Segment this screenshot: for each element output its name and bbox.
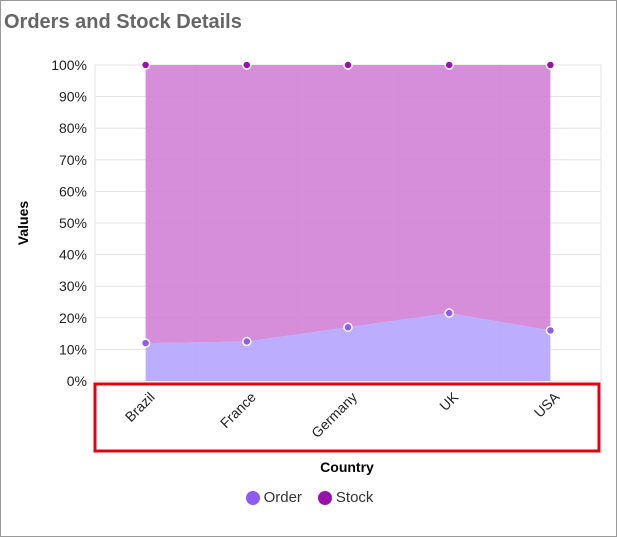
legend-item-stock[interactable]: Stock: [317, 489, 374, 506]
marker-order-uk[interactable]: [444, 308, 454, 318]
series-markers: [140, 60, 556, 348]
y-tick-label: 100%: [51, 57, 87, 73]
area-order[interactable]: [145, 313, 551, 381]
y-axis-ticks: 0% 10% 20% 30% 40% 50% 60% 70% 80% 90% 100%: [51, 57, 87, 389]
x-axis-highlight-box: [93, 382, 601, 453]
y-tick-label: 50%: [59, 215, 87, 231]
area-stock[interactable]: [145, 65, 551, 344]
x-axis-title: Country: [320, 459, 374, 475]
marker-order-usa[interactable]: [545, 325, 556, 336]
legend-label-order: Order: [263, 489, 302, 506]
x-tick-label: Germany: [308, 389, 360, 441]
marker-stock-brazil[interactable]: [140, 60, 151, 70]
y-tick-label: 10%: [59, 341, 87, 357]
legend-label-stock: Stock: [335, 489, 374, 506]
x-tick-label: Brazil: [122, 389, 158, 425]
y-tick-label: 80%: [59, 120, 87, 136]
chart-title: Orders and Stock Details: [4, 11, 242, 33]
y-tick-label: 70%: [59, 152, 87, 168]
marker-stock-usa[interactable]: [545, 60, 556, 70]
marker-stock-germany[interactable]: [343, 60, 353, 70]
y-tick-label: 0%: [67, 373, 87, 389]
y-tick-label: 90%: [59, 89, 87, 105]
y-tick-label: 30%: [59, 278, 87, 294]
area-series: [145, 65, 551, 381]
legend-swatch-stock: [317, 490, 332, 505]
y-tick-label: 20%: [59, 310, 87, 326]
x-axis-ticks: Brazil France Germany UK USA: [122, 388, 563, 440]
marker-order-france[interactable]: [242, 336, 252, 347]
y-tick-label: 40%: [59, 247, 87, 263]
legend-swatch-order: [245, 490, 260, 505]
x-tick-label: UK: [436, 388, 462, 414]
marker-stock-uk[interactable]: [444, 60, 454, 70]
legend-item-order[interactable]: Order: [245, 489, 302, 506]
x-tick-label: USA: [531, 388, 563, 420]
y-axis-title: Values: [15, 201, 31, 246]
marker-stock-france[interactable]: [242, 60, 252, 70]
marker-order-germany[interactable]: [343, 322, 353, 333]
x-tick-label: France: [217, 389, 259, 431]
y-tick-label: 60%: [59, 183, 87, 199]
legend: Order Stock: [1, 489, 617, 506]
marker-order-brazil[interactable]: [140, 338, 151, 348]
